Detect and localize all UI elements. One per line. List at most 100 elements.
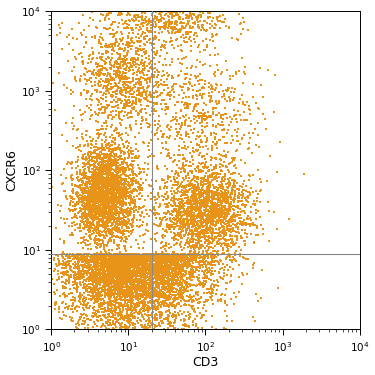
- Point: [100, 196, 106, 202]
- Point: [206, 192, 212, 198]
- Point: [69, 186, 75, 192]
- Point: [116, 251, 122, 257]
- Point: [58, 172, 64, 178]
- Point: [114, 61, 120, 67]
- Point: [100, 184, 106, 190]
- Point: [175, 276, 181, 282]
- Point: [99, 147, 105, 153]
- Point: [129, 290, 135, 296]
- Point: [126, 225, 132, 231]
- Point: [112, 261, 118, 267]
- Point: [112, 316, 118, 322]
- Point: [140, 84, 146, 90]
- Point: [216, 225, 222, 231]
- Point: [74, 324, 80, 330]
- Point: [130, 71, 136, 77]
- Point: [133, 256, 139, 262]
- Point: [207, 223, 213, 229]
- Point: [123, 256, 129, 262]
- Point: [158, 13, 164, 20]
- Point: [135, 39, 141, 45]
- Point: [90, 170, 96, 176]
- Point: [102, 185, 108, 191]
- Point: [190, 201, 196, 207]
- Point: [192, 193, 198, 199]
- Point: [118, 324, 124, 330]
- Point: [131, 262, 137, 268]
- Point: [114, 272, 120, 278]
- Point: [76, 255, 82, 261]
- Point: [142, 292, 148, 298]
- Point: [113, 152, 119, 158]
- Point: [134, 253, 140, 259]
- Point: [114, 285, 120, 291]
- Point: [179, 179, 185, 185]
- Point: [118, 46, 124, 52]
- Point: [99, 191, 105, 197]
- Point: [124, 9, 130, 15]
- Point: [152, 9, 158, 15]
- Point: [96, 205, 102, 211]
- Point: [116, 268, 122, 274]
- Point: [116, 51, 122, 57]
- Point: [99, 106, 105, 112]
- Point: [111, 255, 117, 261]
- Point: [227, 206, 233, 212]
- Point: [125, 219, 131, 225]
- Point: [148, 22, 154, 28]
- Point: [132, 253, 138, 259]
- Point: [106, 177, 112, 183]
- Point: [98, 131, 104, 137]
- Point: [225, 188, 231, 194]
- Point: [224, 164, 230, 170]
- Point: [202, 254, 208, 260]
- Point: [127, 272, 133, 278]
- Point: [93, 257, 99, 263]
- Point: [131, 266, 137, 272]
- Point: [172, 171, 178, 177]
- Point: [262, 116, 268, 122]
- Point: [226, 169, 232, 175]
- Point: [127, 277, 133, 283]
- Point: [116, 276, 122, 282]
- Point: [91, 272, 97, 278]
- Point: [216, 218, 222, 224]
- Point: [236, 186, 242, 192]
- Point: [203, 318, 209, 324]
- Point: [113, 192, 119, 198]
- Point: [189, 267, 195, 273]
- Point: [209, 200, 215, 206]
- Point: [141, 67, 147, 73]
- Point: [130, 56, 136, 62]
- Point: [122, 169, 128, 175]
- Point: [70, 297, 76, 303]
- Point: [217, 225, 223, 231]
- Point: [203, 205, 209, 211]
- Point: [150, 285, 156, 291]
- Point: [99, 266, 105, 272]
- Point: [173, 315, 179, 321]
- Point: [101, 253, 107, 259]
- Point: [143, 274, 149, 280]
- Point: [102, 253, 108, 259]
- Point: [201, 232, 207, 238]
- Point: [213, 175, 219, 181]
- Point: [220, 183, 226, 189]
- Point: [135, 276, 141, 282]
- Point: [120, 280, 126, 286]
- Point: [224, 213, 230, 219]
- Point: [106, 228, 112, 234]
- Point: [165, 276, 171, 282]
- Point: [230, 34, 236, 40]
- Point: [156, 118, 162, 124]
- Point: [48, 292, 54, 298]
- Point: [116, 257, 122, 263]
- Point: [142, 231, 148, 237]
- Point: [182, 192, 188, 198]
- Point: [99, 180, 105, 186]
- Point: [94, 145, 100, 151]
- Point: [116, 9, 122, 15]
- Point: [115, 197, 121, 203]
- Point: [152, 315, 157, 321]
- Point: [214, 201, 220, 207]
